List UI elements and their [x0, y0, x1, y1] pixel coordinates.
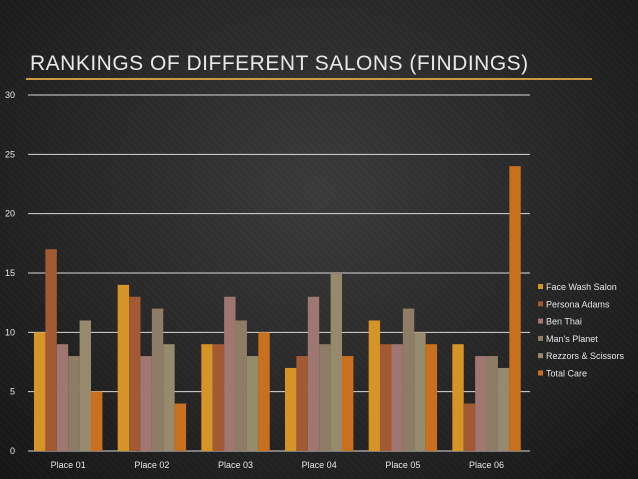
- bar-place-02-series-2: [140, 356, 152, 451]
- bar-place-04-series-5: [342, 356, 354, 451]
- bar-place-05-series-2: [391, 344, 403, 451]
- legend-label: Persona Adams: [546, 299, 610, 309]
- legend-label: Rezzors & Scissors: [546, 351, 625, 361]
- bar-place-05-series-0: [368, 320, 381, 451]
- bar-place-03-series-1: [212, 344, 225, 451]
- legend-swatch: [538, 353, 543, 359]
- x-tick-label: Place 05: [385, 460, 420, 470]
- bar-place-01-series-3: [68, 356, 80, 451]
- bar-place-03-series-0: [201, 344, 213, 451]
- bar-place-02-series-3: [151, 308, 164, 451]
- bar-place-03-series-2: [224, 296, 236, 451]
- bar-place-03-series-3: [235, 320, 247, 451]
- x-tick-label: Place 02: [134, 460, 169, 470]
- y-tick-label: 10: [5, 327, 15, 337]
- legend-swatch: [538, 284, 543, 289]
- bar-place-04-series-0: [285, 367, 297, 451]
- chart-title: RANKINGS OF DIFFERENT SALONS (FINDINGS): [30, 52, 529, 75]
- axes: 0 5 10 15 20 25 30 Place 01 Place 02 Place 03 Plac…: [5, 90, 504, 470]
- legend-label: Face Wash Salon: [546, 282, 617, 292]
- bar-place-06-series-4: [497, 367, 510, 451]
- y-tick-label: 30: [5, 90, 15, 100]
- legend-swatch: [538, 301, 543, 307]
- bars: [34, 166, 521, 451]
- bar-place-02-series-1: [129, 296, 141, 451]
- x-tick-label: Place 03: [218, 460, 253, 470]
- bar-place-05-series-5: [425, 344, 438, 451]
- y-tick-label: 5: [10, 387, 15, 397]
- legend: Face Wash Salon Persona Adams Ben Thai Man'…: [538, 282, 625, 379]
- y-tick-label: 25: [5, 149, 15, 159]
- legend-label: Man's Planet: [546, 334, 598, 344]
- bar-place-04-series-2: [307, 296, 320, 451]
- bar-place-05-series-3: [402, 308, 415, 451]
- bar-place-06-series-3: [486, 356, 498, 451]
- x-tick-label: Place 04: [302, 460, 337, 470]
- x-tick-label: Place 06: [469, 460, 504, 470]
- y-tick-label: 15: [5, 268, 15, 278]
- y-tick-label: 0: [10, 446, 15, 456]
- bar-place-03-series-4: [246, 356, 259, 451]
- bar-place-01-series-4: [79, 320, 91, 451]
- bar-place-03-series-5: [258, 332, 270, 451]
- gridlines: [28, 94, 530, 452]
- legend-swatch: [538, 370, 543, 376]
- bar-place-01-series-5: [91, 391, 103, 451]
- bar-place-05-series-4: [414, 332, 426, 451]
- bar-place-02-series-5: [174, 403, 187, 451]
- bar-place-04-series-4: [330, 273, 342, 451]
- legend-label: Ben Thai: [546, 317, 582, 327]
- legend-label: Total Care: [546, 369, 587, 379]
- bar-place-02-series-0: [117, 284, 130, 451]
- bar-place-06-series-2: [475, 356, 487, 451]
- legend-swatch: [538, 335, 543, 341]
- bar-place-06-series-5: [509, 166, 521, 451]
- bar-place-01-series-0: [34, 332, 46, 451]
- x-tick-label: Place 01: [51, 460, 86, 470]
- legend-swatch: [538, 318, 543, 324]
- y-tick-label: 20: [5, 209, 15, 219]
- title-underline: [26, 78, 592, 80]
- bar-place-02-series-4: [163, 344, 175, 451]
- bar-place-01-series-1: [45, 249, 57, 451]
- bar-place-01-series-2: [56, 344, 69, 451]
- bar-place-06-series-0: [452, 344, 464, 451]
- bar-place-04-series-1: [296, 356, 308, 451]
- bar-place-06-series-1: [463, 403, 476, 451]
- bar-place-04-series-3: [319, 344, 331, 451]
- bar-place-05-series-1: [380, 344, 392, 451]
